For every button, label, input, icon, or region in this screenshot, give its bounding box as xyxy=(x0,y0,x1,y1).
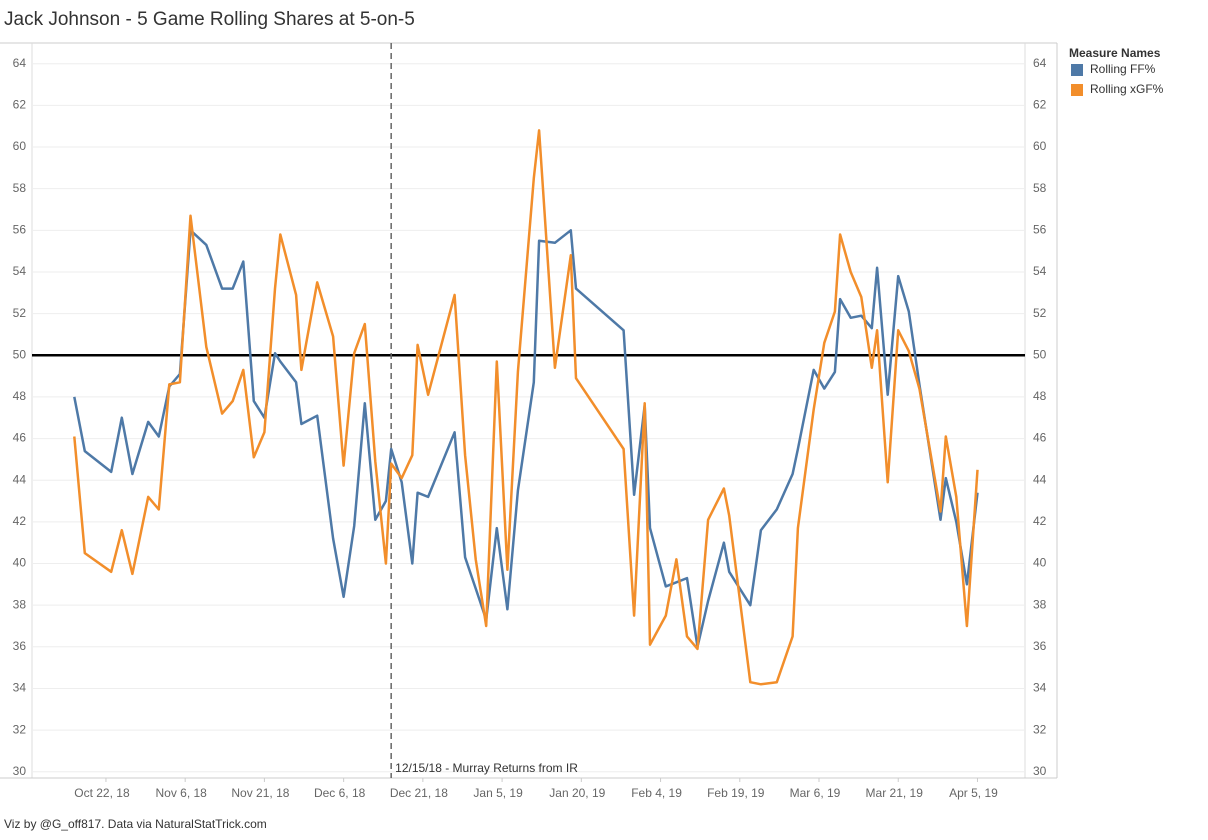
y2-tick-label: 60 xyxy=(1033,139,1047,153)
y2-tick-label: 62 xyxy=(1033,98,1047,112)
x-tick-label: Mar 6, 19 xyxy=(790,786,841,800)
y-tick-label: 46 xyxy=(13,431,27,445)
y2-tick-label: 54 xyxy=(1033,264,1047,278)
y-tick-label: 58 xyxy=(13,181,27,195)
x-tick-label: Mar 21, 19 xyxy=(866,786,924,800)
y-tick-label: 64 xyxy=(13,56,27,70)
y-tick-label: 62 xyxy=(13,98,27,112)
y2-tick-label: 32 xyxy=(1033,722,1047,736)
y2-tick-label: 30 xyxy=(1033,764,1047,778)
x-tick-label: Apr 5, 19 xyxy=(949,786,998,800)
y-tick-label: 34 xyxy=(13,681,27,695)
series-line xyxy=(73,229,979,649)
y-tick-label: 30 xyxy=(13,764,27,778)
footer: Viz by @G_off817. Data via NaturalStatTr… xyxy=(4,817,267,831)
x-tick-label: Feb 4, 19 xyxy=(631,786,682,800)
legend-swatch xyxy=(1071,64,1083,76)
legend-swatch xyxy=(1071,84,1083,96)
legend-label: Rolling FF% xyxy=(1090,62,1156,76)
x-tick-label: Jan 20, 19 xyxy=(549,786,605,800)
y-tick-label: 54 xyxy=(13,264,27,278)
x-tick-label: Nov 6, 18 xyxy=(155,786,207,800)
x-tick-label: Jan 5, 19 xyxy=(473,786,523,800)
y2-tick-label: 48 xyxy=(1033,389,1047,403)
annotation-label: 12/15/18 - Murray Returns from IR xyxy=(395,761,578,775)
legend-title: Measure Names xyxy=(1069,46,1161,60)
y-tick-label: 40 xyxy=(13,556,27,570)
y2-tick-label: 44 xyxy=(1033,472,1047,486)
y2-tick-label: 50 xyxy=(1033,347,1047,361)
series-line xyxy=(73,129,979,686)
legend-label: Rolling xGF% xyxy=(1090,82,1164,96)
y-tick-label: 52 xyxy=(13,306,27,320)
y2-tick-label: 40 xyxy=(1033,556,1047,570)
y-tick-label: 32 xyxy=(13,722,27,736)
y2-tick-label: 46 xyxy=(1033,431,1047,445)
y-tick-label: 48 xyxy=(13,389,27,403)
y-tick-label: 42 xyxy=(13,514,27,528)
y-tick-label: 44 xyxy=(13,472,27,486)
y-tick-label: 38 xyxy=(13,597,27,611)
y2-tick-label: 64 xyxy=(1033,56,1047,70)
y-tick-label: 36 xyxy=(13,639,27,653)
y2-tick-label: 34 xyxy=(1033,681,1047,695)
y2-tick-label: 42 xyxy=(1033,514,1047,528)
y-tick-label: 56 xyxy=(13,223,27,237)
chart-title: Jack Johnson - 5 Game Rolling Shares at … xyxy=(4,9,415,30)
y2-tick-label: 56 xyxy=(1033,223,1047,237)
x-tick-label: Oct 22, 18 xyxy=(74,786,130,800)
y-tick-label: 60 xyxy=(13,139,27,153)
x-tick-label: Nov 21, 18 xyxy=(231,786,289,800)
y2-tick-label: 36 xyxy=(1033,639,1047,653)
y-tick-label: 50 xyxy=(13,347,27,361)
y2-tick-label: 52 xyxy=(1033,306,1047,320)
x-tick-label: Dec 6, 18 xyxy=(314,786,366,800)
x-tick-label: Dec 21, 18 xyxy=(390,786,448,800)
y2-tick-label: 58 xyxy=(1033,181,1047,195)
y2-tick-label: 38 xyxy=(1033,597,1047,611)
x-tick-label: Feb 19, 19 xyxy=(707,786,765,800)
